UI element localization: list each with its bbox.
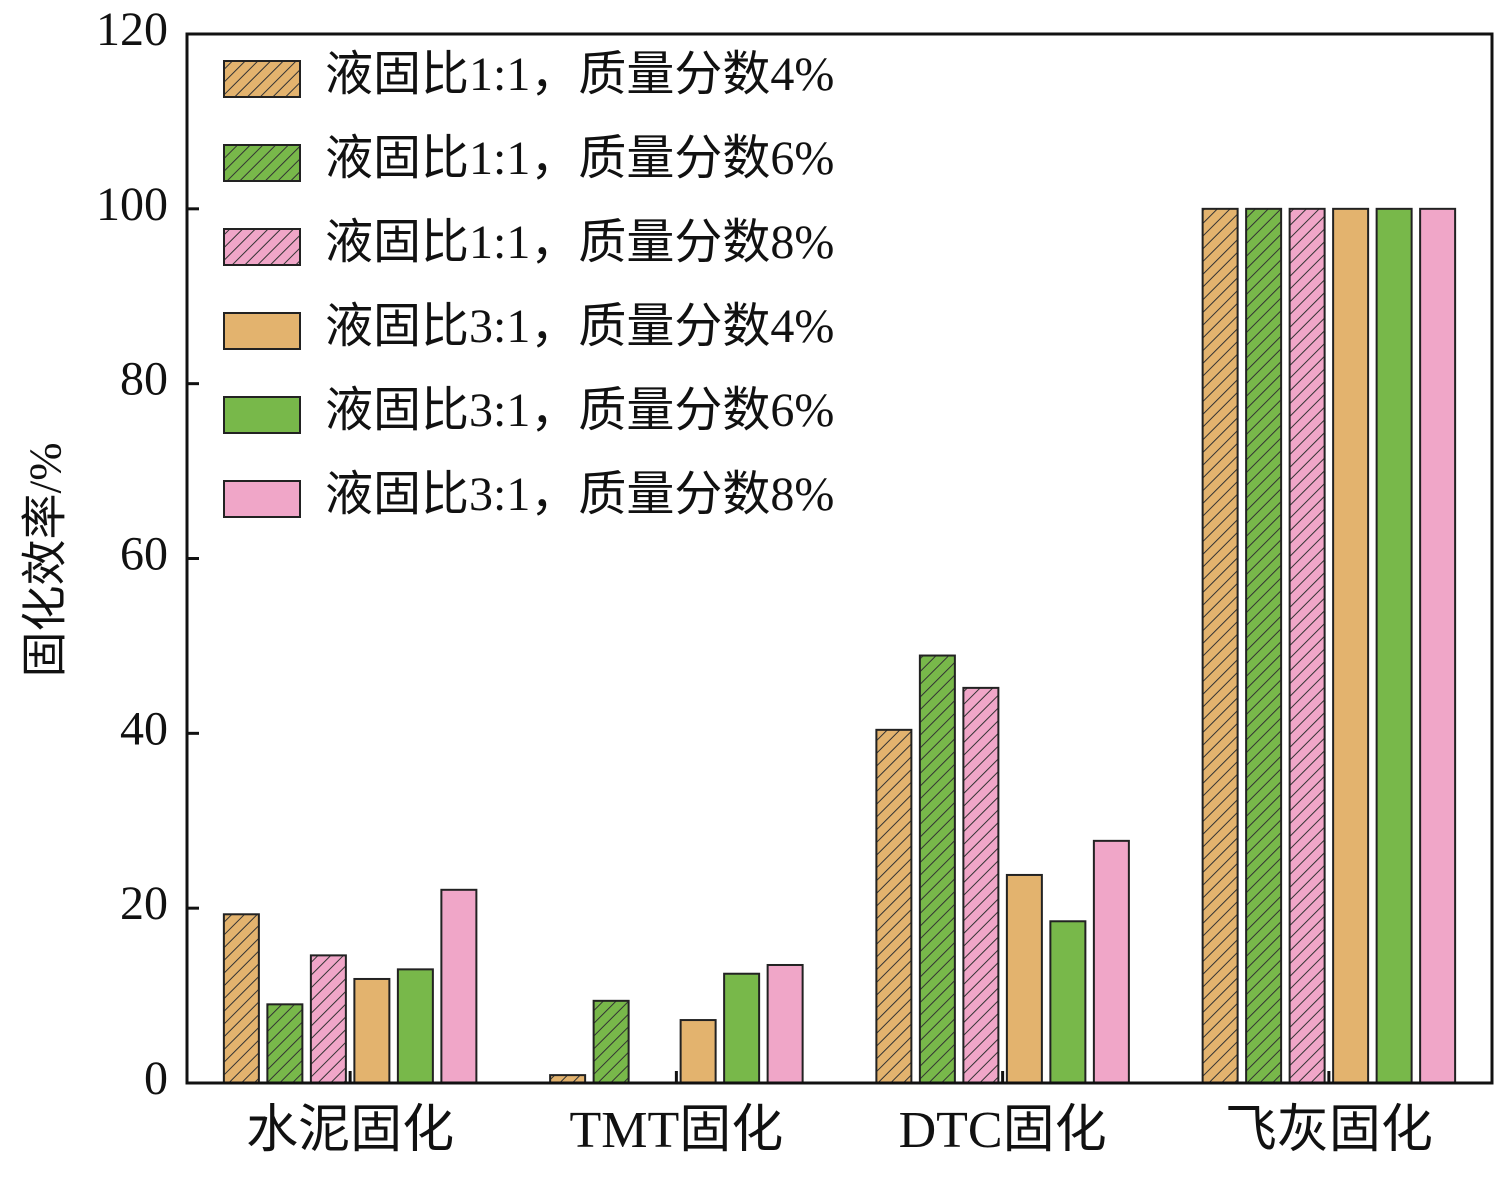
bar [1245,207,1283,1085]
plot-frame [185,32,1494,1085]
y-tick-label: 0 [144,1052,168,1105]
legend-label: 液固比3:1，质量分数6% [325,384,834,437]
legend-swatch [223,480,301,518]
bar [723,972,761,1085]
bar [396,968,434,1085]
x-tick-label: 水泥固化 [246,1102,454,1159]
y-tick-label: 120 [96,3,168,56]
y-axis-label: 固化效率/% [20,442,71,677]
bar [1375,207,1413,1085]
legend-swatch [223,396,301,434]
legend-swatch [223,228,301,266]
y-tick-label: 100 [96,178,168,231]
bar [679,1019,717,1084]
legend-label: 液固比1:1，质量分数8% [325,216,834,269]
bar [962,686,1000,1084]
bar [1005,873,1043,1084]
bar [766,963,804,1084]
bar [1419,207,1457,1085]
legend-label: 液固比1:1，质量分数4% [325,48,834,101]
bar [1049,920,1087,1085]
bar [353,977,391,1085]
y-tick-label: 60 [120,528,168,581]
legend-label: 液固比1:1，质量分数6% [325,132,834,185]
bar [1288,207,1326,1085]
y-tick-label: 20 [120,877,168,930]
bar [1201,207,1239,1085]
x-tick-label: 飞灰固化 [1225,1102,1433,1159]
bar [918,654,956,1084]
legend-swatch [223,312,301,350]
bar [222,913,260,1084]
bar [1092,839,1130,1084]
x-tick-label: DTC固化 [899,1102,1107,1159]
bar [440,888,478,1084]
y-tick-label: 80 [120,353,168,406]
bar [266,1003,304,1085]
legend-label: 液固比3:1，质量分数8% [325,468,834,521]
y-tick-label: 40 [120,702,168,755]
bar [592,999,630,1084]
bar [875,728,913,1084]
bar [1332,207,1370,1085]
legend-swatch [223,144,301,182]
legend-label: 液固比3:1，质量分数4% [325,300,834,353]
bar [309,954,347,1084]
legend-swatch [223,60,301,98]
x-tick-label: TMT固化 [569,1102,783,1159]
